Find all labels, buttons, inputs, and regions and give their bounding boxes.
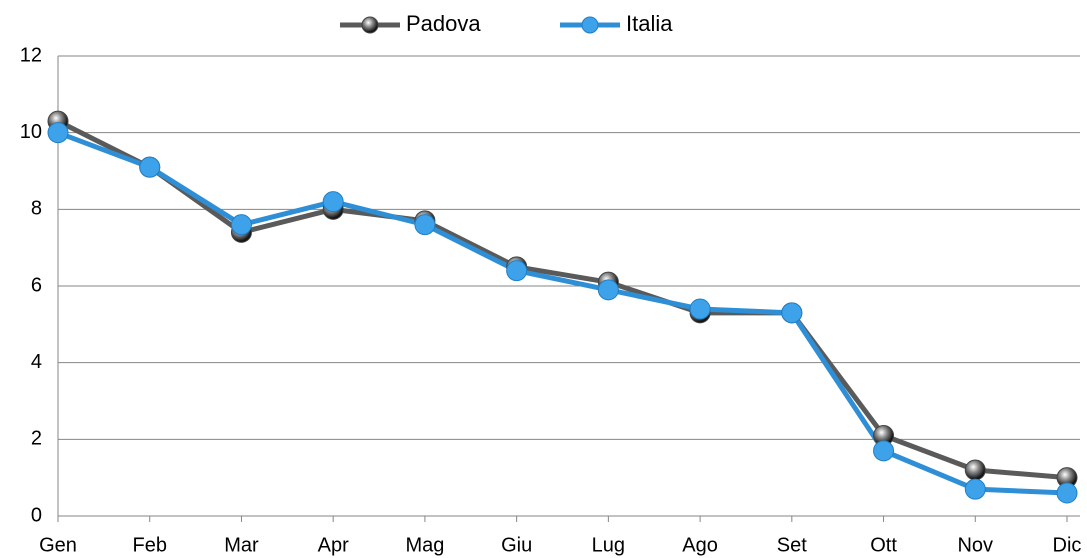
- y-tick-label: 8: [31, 198, 42, 220]
- x-tick-label: Ott: [870, 534, 897, 556]
- data-point: [689, 298, 711, 320]
- x-tick-label: Mag: [405, 534, 444, 556]
- x-tick-label: Lug: [592, 534, 625, 556]
- x-tick-label: Feb: [132, 534, 166, 556]
- legend-marker: [361, 16, 379, 34]
- data-point: [964, 478, 986, 500]
- x-tick-label: Ago: [682, 534, 718, 556]
- data-point: [781, 302, 803, 324]
- data-point: [230, 214, 252, 236]
- x-tick-label: Set: [777, 534, 807, 556]
- y-tick-label: 0: [31, 504, 42, 526]
- data-point: [47, 122, 69, 144]
- y-tick-label: 10: [20, 121, 42, 143]
- series-line: [56, 118, 1068, 481]
- x-tick-label: Mar: [224, 534, 259, 556]
- x-tick-label: Gen: [39, 534, 77, 556]
- data-point: [964, 459, 986, 481]
- y-tick-label: 2: [31, 428, 42, 450]
- data-point: [873, 440, 895, 462]
- x-tick-label: Apr: [318, 534, 349, 556]
- data-point: [139, 156, 161, 178]
- data-point: [506, 260, 528, 282]
- x-tick-label: Nov: [957, 534, 993, 556]
- data-point: [597, 279, 619, 301]
- legend-marker: [581, 16, 599, 34]
- x-tick-label: Giu: [501, 534, 532, 556]
- y-tick-label: 12: [20, 44, 42, 66]
- data-point: [1056, 482, 1078, 504]
- y-tick-label: 4: [31, 351, 42, 373]
- series-line: [57, 130, 1068, 496]
- legend-label: Padova: [406, 11, 481, 36]
- x-tick-label: Dic: [1053, 534, 1082, 556]
- legend-label: Italia: [626, 11, 673, 36]
- data-point: [414, 214, 436, 236]
- y-tick-label: 6: [31, 274, 42, 296]
- data-point: [322, 191, 344, 213]
